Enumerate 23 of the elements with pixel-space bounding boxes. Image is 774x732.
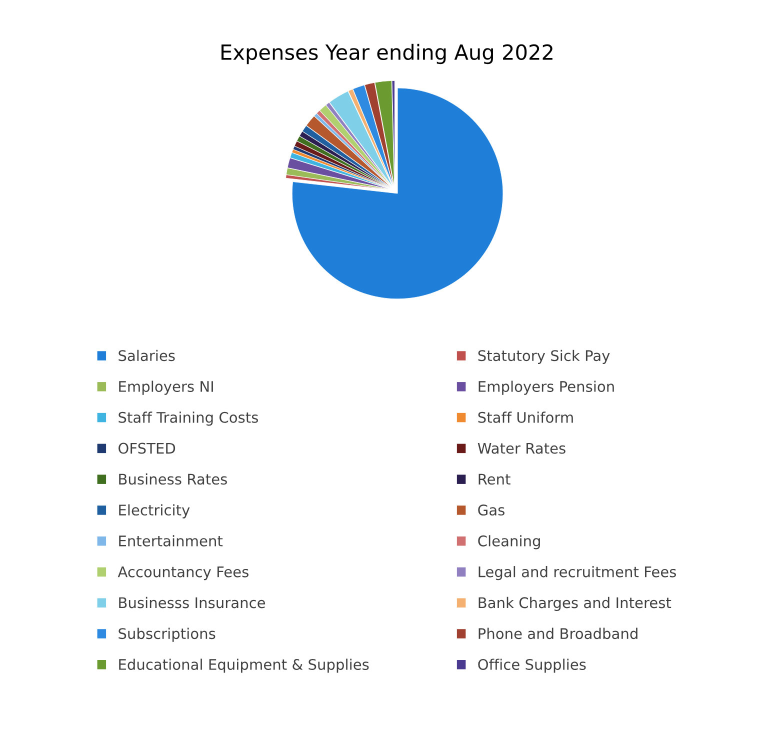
legend-label: Gas [478,504,504,516]
legend-label: Accountancy Fees [118,566,248,580]
legend-label: Water Rates [478,442,566,454]
legend-label: Educational Equipment & Supplies [119,658,369,673]
legend-label: Staff Uniform [478,412,573,423]
legend-label: Employers Pension [478,380,614,395]
legend-label: Bank Charges and Interest [478,596,672,612]
legend-label: Entertainment [119,535,223,546]
legend-label: Statutory Sick Pay [478,350,610,364]
legend-label: Legal and recruitment Fees [478,566,676,580]
legend-label: Businesss Insurance [119,596,266,608]
legend-label: Cleaning [478,535,540,550]
legend-label: OFSTED [118,442,176,454]
legend-label: Staff Training Costs [118,412,258,426]
legend-label: Office Supplies [478,658,586,673]
legend-label: Salaries [118,350,175,362]
chart-title: Expenses Year ending Aug 2022 [222,44,552,64]
legend-label: Electricity [119,504,190,518]
legend-label: Phone and Broadband [478,628,638,640]
legend-label: Employers NI [119,380,213,395]
legend-label: Business Rates [119,473,227,485]
legend-label: Subscriptions [118,628,216,642]
legend-label: Rent [478,474,510,485]
